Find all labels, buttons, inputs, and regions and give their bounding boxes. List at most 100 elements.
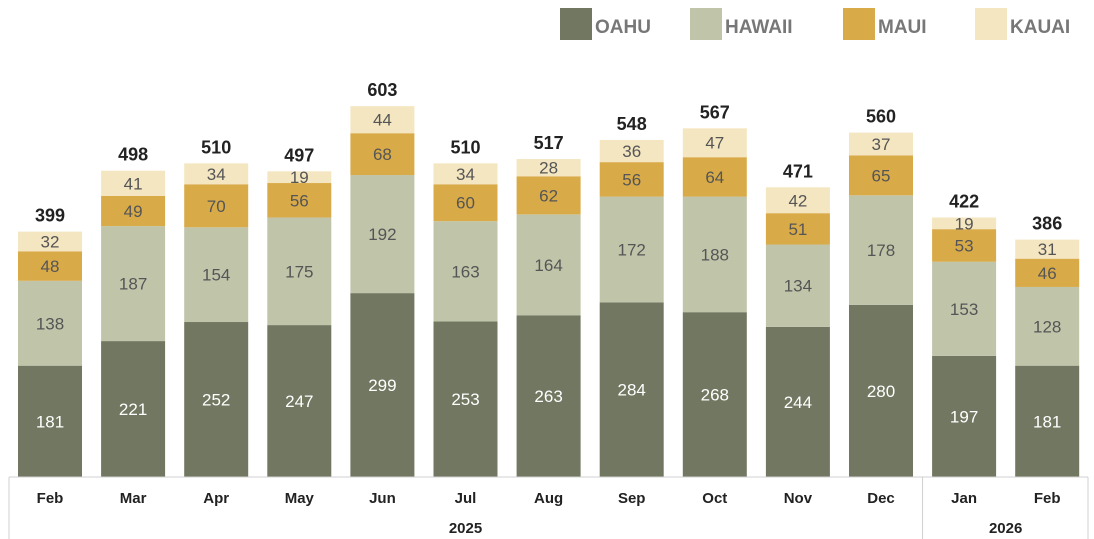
bar-kauai-4 bbox=[350, 106, 415, 134]
bar-hawaii-5 bbox=[433, 221, 498, 322]
data-label-hawaii-9: 134 bbox=[784, 277, 812, 296]
data-label-maui-0: 48 bbox=[41, 257, 60, 276]
legend-label-maui: MAUI bbox=[878, 17, 927, 38]
bar-kauai-0 bbox=[18, 231, 82, 252]
data-label-oahu-1: 221 bbox=[119, 400, 147, 419]
bar-oahu-11 bbox=[932, 355, 997, 477]
bar-hawaii-6 bbox=[516, 214, 581, 316]
data-label-oahu-5: 253 bbox=[451, 390, 479, 409]
x-tick-label-5: Jul bbox=[455, 490, 477, 507]
data-label-maui-1: 49 bbox=[124, 202, 143, 221]
data-label-maui-10: 65 bbox=[872, 166, 891, 185]
data-label-kauai-6: 28 bbox=[539, 159, 558, 178]
data-label-hawaii-6: 164 bbox=[534, 256, 562, 275]
data-label-kauai-3: 19 bbox=[290, 168, 309, 187]
data-label-kauai-9: 42 bbox=[788, 191, 807, 210]
data-label-maui-8: 64 bbox=[705, 168, 724, 187]
x-tick-label-10: Dec bbox=[867, 490, 895, 507]
year-label-2025: 2025 bbox=[449, 520, 482, 537]
bar-hawaii-8 bbox=[682, 196, 747, 313]
data-label-hawaii-1: 187 bbox=[119, 275, 147, 294]
total-label-10: 560 bbox=[866, 107, 896, 127]
data-label-kauai-1: 41 bbox=[124, 174, 143, 193]
bar-kauai-12 bbox=[1015, 239, 1080, 259]
legend-label-oahu: OAHU bbox=[595, 17, 651, 38]
data-label-hawaii-4: 192 bbox=[368, 225, 396, 244]
data-label-hawaii-11: 153 bbox=[950, 300, 978, 319]
bar-hawaii-7 bbox=[599, 196, 664, 303]
bar-maui-2 bbox=[184, 184, 249, 228]
bar-oahu-4 bbox=[350, 293, 415, 477]
total-label-7: 548 bbox=[617, 114, 647, 134]
bar-oahu-0 bbox=[18, 365, 82, 477]
x-tick-label-4: Jun bbox=[369, 490, 396, 507]
data-label-oahu-4: 299 bbox=[368, 376, 396, 395]
bar-oahu-9 bbox=[765, 326, 830, 477]
data-label-oahu-9: 244 bbox=[784, 393, 812, 412]
total-label-1: 498 bbox=[118, 145, 148, 165]
data-label-oahu-0: 181 bbox=[36, 412, 64, 431]
data-label-hawaii-10: 178 bbox=[867, 241, 895, 260]
x-tick-label-3: May bbox=[285, 490, 315, 507]
data-label-maui-9: 51 bbox=[788, 220, 807, 239]
bar-kauai-5 bbox=[433, 163, 498, 185]
bar-kauai-2 bbox=[184, 163, 249, 185]
bar-hawaii-9 bbox=[765, 244, 830, 327]
data-label-maui-5: 60 bbox=[456, 194, 475, 213]
data-label-oahu-2: 252 bbox=[202, 391, 230, 410]
data-label-maui-3: 56 bbox=[290, 191, 309, 210]
data-label-maui-2: 70 bbox=[207, 197, 226, 216]
x-tick-label-8: Oct bbox=[702, 490, 727, 507]
data-label-maui-4: 68 bbox=[373, 145, 392, 164]
data-label-oahu-7: 284 bbox=[618, 381, 646, 400]
legend: OAHU HAWAII MAUI KAUAI bbox=[560, 8, 1080, 42]
x-tick-label-11: Jan bbox=[951, 490, 977, 507]
bar-hawaii-0 bbox=[18, 280, 82, 366]
legend-swatch-hawaii bbox=[690, 8, 722, 40]
x-tick-label-6: Aug bbox=[534, 490, 563, 507]
bar-maui-9 bbox=[765, 213, 830, 245]
bar-maui-11 bbox=[932, 229, 997, 262]
data-label-hawaii-7: 172 bbox=[618, 240, 646, 259]
total-label-11: 422 bbox=[949, 191, 979, 211]
total-label-6: 517 bbox=[534, 133, 564, 153]
bar-kauai-11 bbox=[932, 217, 997, 230]
bar-oahu-5 bbox=[433, 321, 498, 477]
legend-label-kauai: KAUAI bbox=[1010, 17, 1071, 38]
data-label-kauai-11: 19 bbox=[955, 214, 974, 233]
data-label-kauai-10: 37 bbox=[872, 135, 891, 154]
data-label-kauai-8: 47 bbox=[705, 134, 724, 153]
bar-hawaii-4 bbox=[350, 175, 415, 294]
data-label-kauai-5: 34 bbox=[456, 165, 475, 184]
bar-oahu-6 bbox=[516, 315, 581, 477]
legend-swatch-maui bbox=[843, 8, 875, 40]
total-label-0: 399 bbox=[35, 206, 65, 226]
data-label-oahu-8: 268 bbox=[701, 386, 729, 405]
total-label-5: 510 bbox=[450, 137, 480, 157]
bar-maui-0 bbox=[18, 251, 82, 281]
bar-oahu-3 bbox=[267, 325, 332, 477]
data-label-kauai-4: 44 bbox=[373, 111, 392, 130]
data-label-hawaii-12: 128 bbox=[1033, 317, 1061, 336]
total-label-4: 603 bbox=[367, 80, 397, 100]
x-tick-label-1: Mar bbox=[120, 490, 147, 507]
data-label-maui-12: 46 bbox=[1038, 264, 1057, 283]
year-label-2026: 2026 bbox=[989, 520, 1022, 537]
total-label-9: 471 bbox=[783, 161, 813, 181]
data-label-maui-7: 56 bbox=[622, 170, 641, 189]
bar-oahu-12 bbox=[1015, 365, 1080, 477]
data-label-hawaii-5: 163 bbox=[451, 262, 479, 281]
bar-oahu-10 bbox=[849, 304, 913, 477]
bar-hawaii-2 bbox=[184, 227, 249, 323]
bar-maui-4 bbox=[350, 133, 415, 176]
bar-maui-10 bbox=[849, 155, 913, 196]
bar-kauai-8 bbox=[682, 128, 747, 158]
x-tick-label-2: Apr bbox=[203, 490, 229, 507]
bar-kauai-1 bbox=[101, 170, 166, 196]
total-label-3: 497 bbox=[284, 145, 314, 165]
data-label-maui-11: 53 bbox=[955, 236, 974, 255]
data-label-hawaii-2: 154 bbox=[202, 266, 230, 285]
data-label-hawaii-3: 175 bbox=[285, 262, 313, 281]
bar-oahu-2 bbox=[184, 322, 249, 477]
